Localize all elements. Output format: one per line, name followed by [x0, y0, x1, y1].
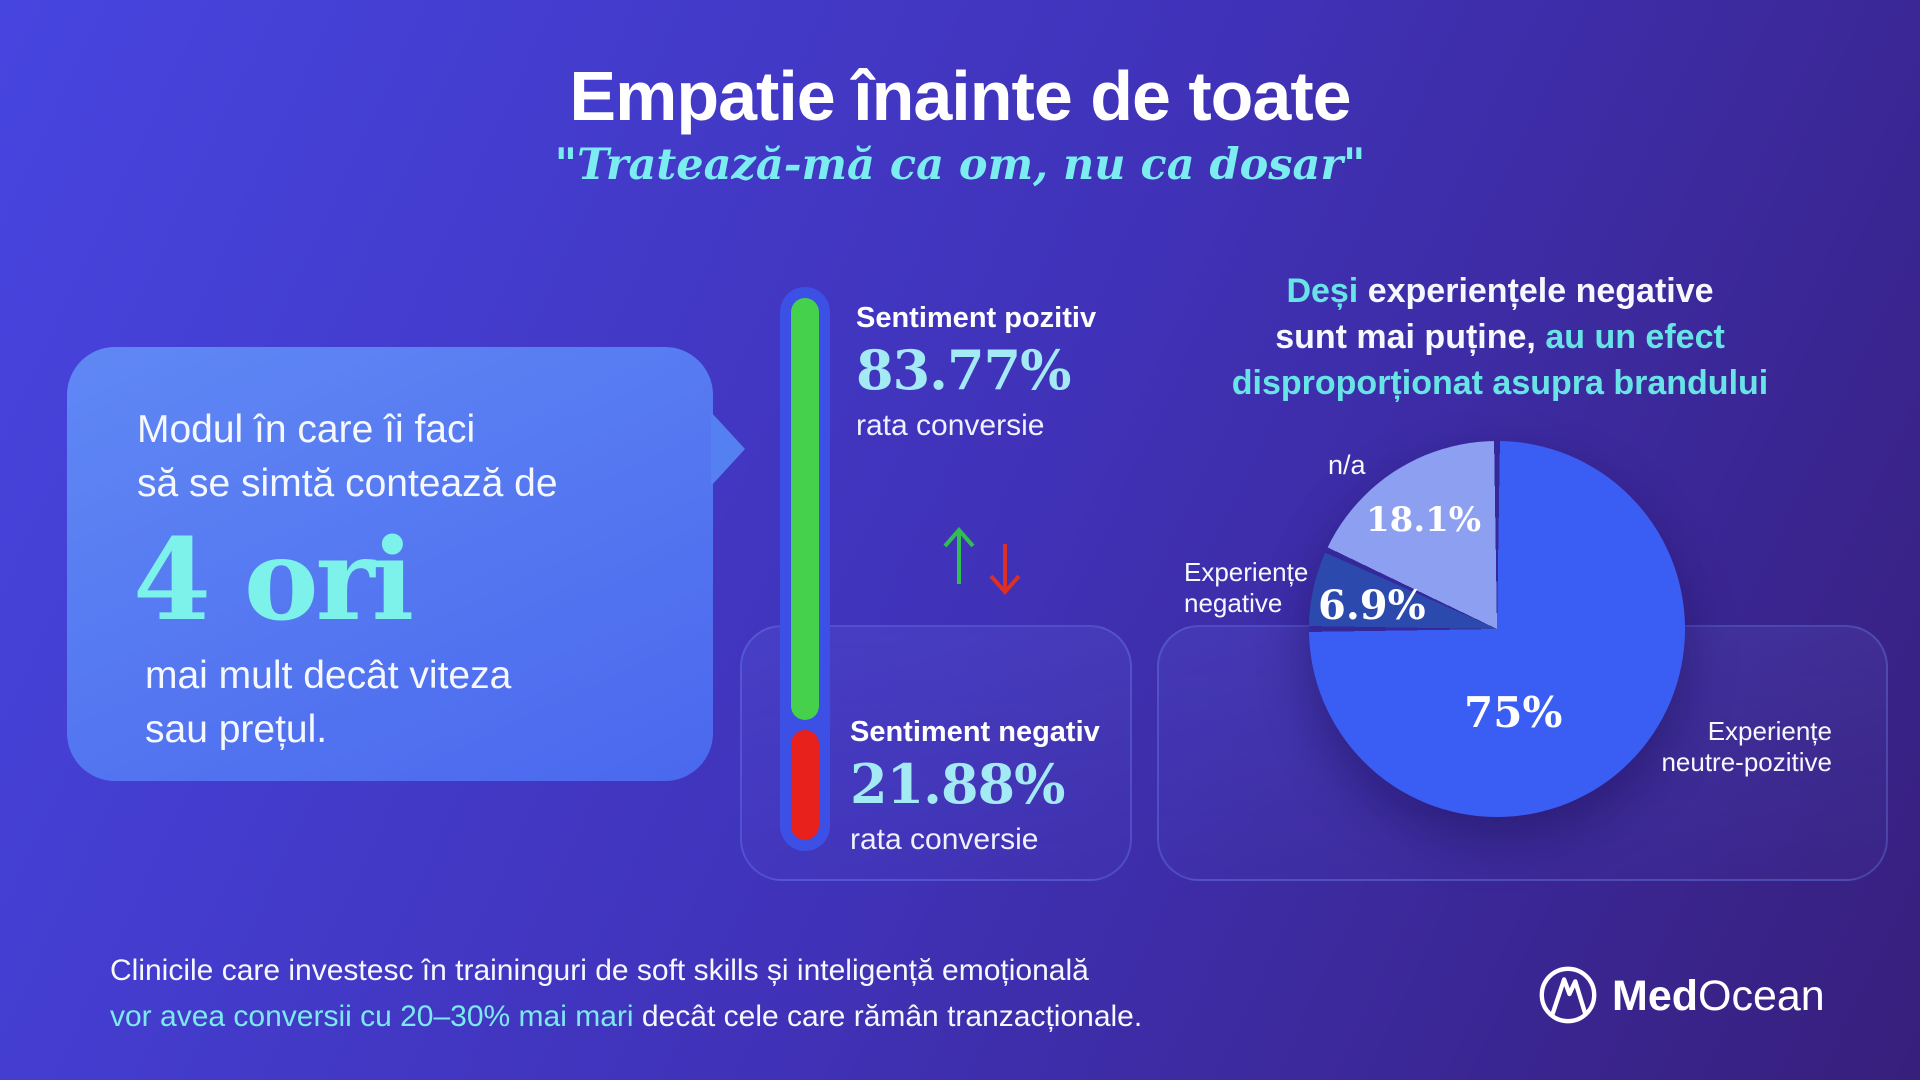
- quote-line-3: mai mult decât viteza: [145, 654, 512, 697]
- page-title: Empatie înainte de toate: [569, 57, 1351, 135]
- sentiment-negative-label: Sentiment negativ: [850, 716, 1100, 748]
- medocean-logo-icon: [1536, 962, 1600, 1031]
- footer-note: Clinicile care investesc în traininguri …: [110, 954, 1143, 1033]
- footer-line-1: Clinicile care investesc în traininguri …: [110, 954, 1089, 987]
- sentiment-positive-caption: rata conversie: [856, 409, 1045, 442]
- pie-value-main: 75%: [1464, 688, 1563, 737]
- heading-accent: Deși: [1286, 272, 1359, 310]
- quote-bubble: Modul în care îi faci să se simtă contea…: [67, 347, 713, 781]
- page-subtitle: "Tratează-mă ca om, nu ca dosar": [554, 140, 1366, 190]
- pie-label-negative: Experiențe negative: [1184, 557, 1309, 618]
- arrow-down-icon: [989, 544, 1021, 596]
- pie-value-negative: 6.9%: [1318, 582, 1426, 629]
- sentiment-negative-caption: rata conversie: [850, 823, 1039, 856]
- footer-highlight: vor avea conversii cu 20–30% mai mari: [110, 1000, 634, 1033]
- sentiment-positive-label: Sentiment pozitiv: [856, 302, 1097, 334]
- quote-bubble-tail: [711, 412, 745, 486]
- brand-logo: MedOcean: [1536, 962, 1825, 1031]
- sentiment-positive-block: Sentiment pozitiv 83.77% rata conversie: [856, 302, 1216, 443]
- pie-section-heading: Deși experiențele negative sunt mai puți…: [1231, 272, 1769, 402]
- quote-line-1: Modul în care îi faci: [137, 408, 476, 451]
- pie-label-na: n/a: [1328, 450, 1366, 480]
- quote-line-4: sau prețul.: [145, 708, 328, 751]
- quote-highlight: 4 ori: [133, 515, 414, 646]
- sentiment-positive-value: 83.77%: [856, 338, 1071, 402]
- arrow-up-icon: [943, 526, 975, 584]
- pie-chart: [1309, 441, 1685, 817]
- sentiment-negative-block: Sentiment negativ 21.88% rata conversie: [850, 716, 1210, 857]
- sentiment-negative-value: 21.88%: [850, 752, 1065, 816]
- gauge-positive-bar: [791, 298, 819, 720]
- pie-value-na: 18.1%: [1366, 500, 1482, 540]
- up-down-arrows-icon: [938, 524, 1026, 603]
- pie-label-main: Experiențe neutre-pozitive: [1661, 716, 1832, 777]
- brand-name: MedOcean: [1612, 972, 1825, 1020]
- quote-line-2: să se simtă contează de: [137, 462, 558, 505]
- gauge-negative-bar: [791, 730, 819, 840]
